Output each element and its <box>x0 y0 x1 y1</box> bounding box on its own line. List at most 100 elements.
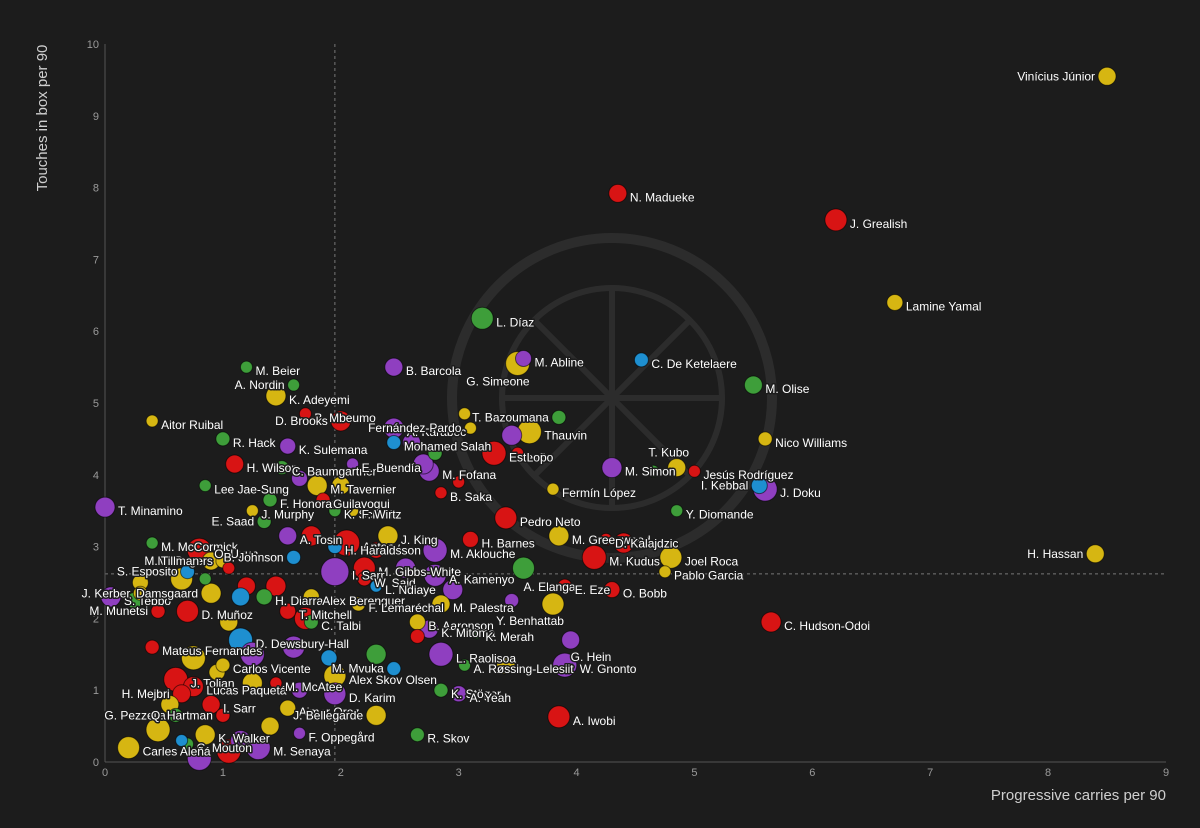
data-point <box>667 458 687 478</box>
data-point <box>200 582 222 604</box>
point-label: B. Barcola <box>406 364 462 378</box>
point-label: A. Kamenyo <box>449 572 515 586</box>
data-point <box>450 685 468 703</box>
point-label: L. Díaz <box>496 315 534 329</box>
point-label: R. Hack <box>233 436 277 450</box>
data-point <box>222 561 236 575</box>
data-point <box>428 641 454 667</box>
data-point <box>279 699 297 717</box>
x-tick-label: 5 <box>691 767 697 779</box>
point-label: M. Kudus <box>609 554 660 568</box>
data-point <box>291 681 309 699</box>
point-label: Antony <box>363 540 400 554</box>
x-tick-label: 7 <box>927 767 933 779</box>
data-point <box>659 545 683 569</box>
data-point <box>256 513 272 529</box>
x-tick-label: 2 <box>338 767 344 779</box>
data-point <box>512 556 536 580</box>
point-label: O. Uzun <box>214 547 258 561</box>
data-point <box>601 457 623 479</box>
data-point <box>262 492 278 508</box>
data-point <box>327 539 343 555</box>
x-tick-label: 3 <box>456 767 462 779</box>
data-point <box>94 496 116 518</box>
data-point <box>150 603 166 619</box>
point-label: Aimar Oroz <box>299 705 360 719</box>
point-label: J. Grealish <box>850 217 907 231</box>
data-point <box>255 588 273 606</box>
point-label: Guilavogui <box>333 497 390 511</box>
point-label: M. Tavernier <box>330 483 396 497</box>
data-point <box>350 596 366 612</box>
y-tick-label: 9 <box>93 111 99 123</box>
data-point <box>367 541 385 559</box>
data-point <box>750 477 768 495</box>
point-label: J. King <box>401 533 438 547</box>
point-label: M. Abline <box>535 355 585 369</box>
data-point <box>452 475 466 489</box>
data-point <box>824 208 848 232</box>
point-label: Y. Diomande <box>686 508 754 522</box>
data-point <box>633 352 649 368</box>
data-point <box>402 432 422 452</box>
data-point <box>412 453 434 475</box>
point-label: L. Ndiaye <box>385 583 436 597</box>
data-point <box>331 476 351 496</box>
data-point <box>458 407 472 421</box>
point-label: E. Saad <box>211 514 254 528</box>
data-point <box>1097 66 1117 86</box>
point-label: T. Kubo <box>648 446 689 460</box>
point-label: J. Bellegarde <box>293 708 363 722</box>
point-label: M. Palestra <box>453 601 514 615</box>
data-point <box>504 592 520 608</box>
data-point <box>658 565 672 579</box>
x-axis-label: Progressive carries per 90 <box>991 787 1166 804</box>
data-point <box>608 183 628 203</box>
data-point <box>265 575 287 597</box>
data-point <box>145 717 171 743</box>
point-label: J. Kerber <box>82 586 131 600</box>
point-label: M. Aklouche <box>450 547 516 561</box>
data-points <box>94 66 1117 771</box>
point-label: Jesús Rodríguez <box>703 468 793 482</box>
point-label: H. Wilson <box>247 461 298 475</box>
data-point <box>481 440 507 466</box>
data-point <box>546 482 560 496</box>
point-label: M. Gibbs-White <box>378 565 461 579</box>
point-label: Alex Berenguer <box>322 594 405 608</box>
point-label: J. Toljan <box>191 676 235 690</box>
point-label: M. Mvuka <box>332 662 384 676</box>
data-point <box>670 504 684 518</box>
data-point <box>409 628 425 644</box>
data-point <box>395 557 417 579</box>
data-point <box>501 424 523 446</box>
data-point <box>320 649 338 667</box>
data-point <box>886 293 904 311</box>
point-label: Lucas Paquetá <box>206 684 286 698</box>
data-point <box>511 446 525 460</box>
point-label: J. Murphy <box>261 508 314 522</box>
point-label: R. Skov <box>427 732 469 746</box>
y-tick-label: 5 <box>93 398 99 410</box>
point-label: J. Doku <box>780 486 821 500</box>
point-label: G. Simeone <box>466 375 530 389</box>
data-point <box>100 586 122 608</box>
point-label: I. Kebbal <box>701 479 748 493</box>
point-label: Nico Williams <box>775 436 847 450</box>
data-point <box>469 626 483 640</box>
data-point <box>603 581 621 599</box>
data-point <box>561 630 581 650</box>
y-tick-label: 2 <box>93 613 99 625</box>
point-label: K. Walker <box>218 732 270 746</box>
point-label: M. Rogers <box>158 554 213 568</box>
point-label: F. Lemaréchal <box>368 601 443 615</box>
data-point <box>515 349 533 367</box>
data-point <box>274 460 290 476</box>
point-label: T. Mitchell <box>299 608 352 622</box>
point-label: M. Beier <box>255 364 300 378</box>
point-label: W. Said <box>374 576 415 590</box>
data-point <box>239 641 265 667</box>
data-point <box>198 479 212 493</box>
data-point <box>356 571 372 587</box>
point-labels: Vinícius Júnior N. Madueke J. Grealish Lami… <box>80 68 1096 760</box>
